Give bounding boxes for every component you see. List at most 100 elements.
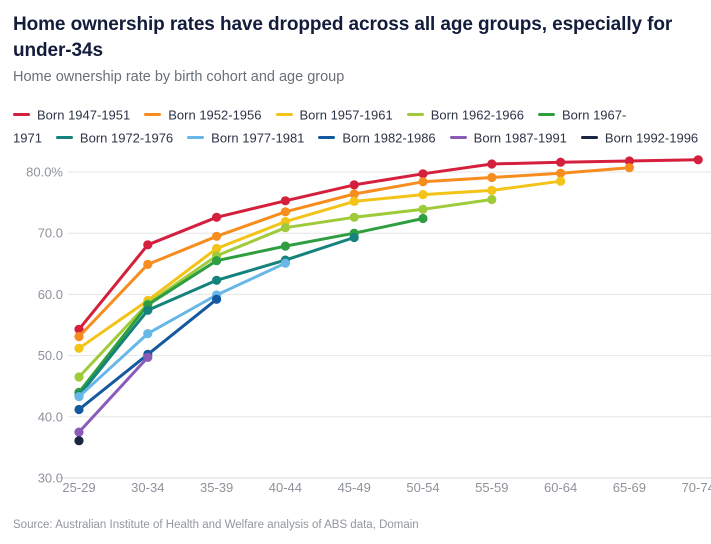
legend-label: Born 1977-1981 bbox=[211, 130, 305, 146]
data-point[interactable] bbox=[349, 196, 359, 207]
data-point[interactable] bbox=[143, 329, 153, 339]
legend-swatch-icon bbox=[55, 135, 73, 139]
data-point[interactable] bbox=[74, 332, 84, 342]
data-point[interactable] bbox=[487, 195, 497, 205]
data-point[interactable] bbox=[418, 190, 428, 200]
series-born-1952-1956[interactable] bbox=[74, 163, 635, 342]
x-tick-label: 25-29 bbox=[62, 480, 95, 495]
legend-swatch-icon bbox=[13, 113, 30, 117]
data-point[interactable] bbox=[349, 189, 359, 199]
data-point[interactable] bbox=[280, 207, 290, 217]
data-point[interactable] bbox=[74, 436, 84, 446]
data-point[interactable] bbox=[349, 212, 359, 223]
source-note: Source: Australian Institute of Health a… bbox=[13, 519, 419, 532]
data-point[interactable] bbox=[418, 204, 428, 215]
data-point[interactable] bbox=[74, 324, 84, 335]
legend-swatch-icon bbox=[318, 135, 336, 139]
data-point[interactable] bbox=[349, 180, 359, 190]
data-point[interactable] bbox=[349, 233, 359, 243]
legend-row: 1971 Born 1972-1976 Born 1977-1981 Born 198… bbox=[13, 127, 698, 150]
legend-label: Born 1967- bbox=[562, 107, 627, 123]
series-line bbox=[77, 158, 700, 331]
data-point[interactable] bbox=[280, 223, 290, 233]
y-tick-label: 70.0 bbox=[38, 226, 63, 241]
data-point[interactable] bbox=[280, 258, 290, 268]
legend-item[interactable]: Born 1982-1986 bbox=[318, 130, 436, 146]
data-point[interactable] bbox=[212, 294, 222, 305]
legend-label: Born 1957-1961 bbox=[299, 107, 393, 123]
legend-label: 1971 bbox=[13, 130, 42, 146]
data-point[interactable] bbox=[693, 155, 703, 165]
legend-item[interactable]: 1971 bbox=[13, 130, 42, 145]
legend-label: Born 1987-1991 bbox=[473, 130, 567, 146]
chart-container: Home ownership rates have dropped across… bbox=[13, 14, 711, 532]
data-point[interactable] bbox=[212, 256, 222, 266]
legend-swatch-icon bbox=[144, 113, 162, 117]
legend-item[interactable]: Born 1977-1981 bbox=[187, 130, 304, 145]
series-born-1977-1981[interactable] bbox=[74, 258, 290, 402]
legend-swatch-icon bbox=[406, 113, 424, 117]
legend-label: Born 1982-1986 bbox=[342, 130, 436, 146]
series-born-1947-1951[interactable] bbox=[74, 155, 703, 335]
data-point[interactable] bbox=[143, 240, 153, 250]
legend-row: Born 1947-1951 Born 1952-1956 Born 1957-19… bbox=[13, 104, 689, 127]
legend-item[interactable]: Born 1957-1961 bbox=[275, 107, 393, 123]
legend-swatch-icon bbox=[580, 135, 598, 139]
chart-subtitle: Home ownership rate by birth cohort and … bbox=[13, 69, 345, 85]
legend-item[interactable]: Born 1952-1956 bbox=[144, 107, 262, 123]
data-point[interactable] bbox=[212, 212, 222, 223]
data-point[interactable] bbox=[418, 214, 428, 224]
data-point[interactable] bbox=[418, 169, 428, 179]
data-point[interactable] bbox=[556, 176, 566, 186]
data-point[interactable] bbox=[143, 259, 153, 270]
data-point[interactable] bbox=[74, 427, 84, 437]
x-tick-label: 60-64 bbox=[544, 480, 577, 495]
legend-item[interactable]: Born 1962-1966 bbox=[406, 107, 524, 123]
legend-item[interactable]: Born 1987-1991 bbox=[449, 130, 567, 146]
series-born-1987-1991[interactable] bbox=[74, 352, 153, 437]
data-point[interactable] bbox=[487, 173, 497, 183]
series-line bbox=[77, 179, 563, 350]
data-point[interactable] bbox=[143, 305, 153, 316]
data-point[interactable] bbox=[74, 405, 84, 415]
legend-item[interactable]: Born 1967- bbox=[538, 107, 627, 123]
line-chart[interactable]: 30.0 40.0 50.0 60.0 70.0 80.0% 25-29 30-34 35-39… bbox=[13, 149, 711, 505]
data-point[interactable] bbox=[280, 196, 290, 206]
y-tick-label: 30.0 bbox=[38, 471, 63, 486]
data-point[interactable] bbox=[212, 244, 222, 254]
legend-item[interactable]: Born 1972-1976 bbox=[55, 130, 174, 146]
series-born-1967-1971[interactable] bbox=[74, 214, 428, 398]
data-point[interactable] bbox=[74, 392, 84, 402]
data-point[interactable] bbox=[212, 275, 222, 286]
data-point[interactable] bbox=[212, 231, 222, 242]
data-point[interactable] bbox=[556, 157, 566, 167]
chart-title: Home ownership rates have dropped across… bbox=[13, 14, 673, 61]
legend-swatch-icon bbox=[187, 135, 205, 139]
data-point[interactable] bbox=[624, 156, 635, 166]
legend-label: Born 1947-1951 bbox=[37, 107, 131, 123]
data-point[interactable] bbox=[74, 343, 84, 354]
data-point[interactable] bbox=[487, 159, 497, 169]
series-born-1992-1996[interactable] bbox=[74, 436, 84, 446]
legend-item[interactable]: Born 1947-1951 bbox=[13, 107, 131, 123]
y-tick-label: 80.0% bbox=[26, 165, 63, 180]
data-point[interactable] bbox=[143, 352, 153, 363]
x-tick-label: 50-54 bbox=[406, 480, 439, 495]
data-point[interactable] bbox=[487, 185, 497, 196]
legend-label: Born 1962-1966 bbox=[430, 107, 524, 123]
y-tick-label: 40.0 bbox=[38, 409, 63, 424]
legend-swatch-icon bbox=[538, 113, 555, 117]
x-axis: 25-29 30-34 35-39 40-44 45-49 50-54 55-59 60-64… bbox=[62, 480, 711, 495]
series-line bbox=[77, 217, 425, 394]
data-point[interactable] bbox=[556, 168, 566, 178]
data-point[interactable] bbox=[418, 177, 428, 187]
x-tick-label: 45-49 bbox=[338, 480, 371, 495]
legend-label: Born 1992-1996 bbox=[604, 130, 699, 146]
data-point[interactable] bbox=[280, 241, 290, 251]
x-tick-label: 40-44 bbox=[269, 480, 302, 495]
y-tick-label: 60.0 bbox=[38, 287, 63, 302]
legend-item[interactable]: Born 1992-1996 bbox=[580, 130, 699, 146]
legend-label: Born 1972-1976 bbox=[79, 130, 174, 146]
data-point[interactable] bbox=[624, 163, 635, 173]
data-point[interactable] bbox=[74, 372, 84, 382]
